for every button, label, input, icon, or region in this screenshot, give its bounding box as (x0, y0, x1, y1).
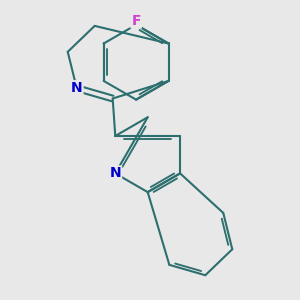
Text: N: N (71, 81, 82, 95)
Text: N: N (110, 167, 121, 180)
Text: F: F (131, 14, 141, 28)
